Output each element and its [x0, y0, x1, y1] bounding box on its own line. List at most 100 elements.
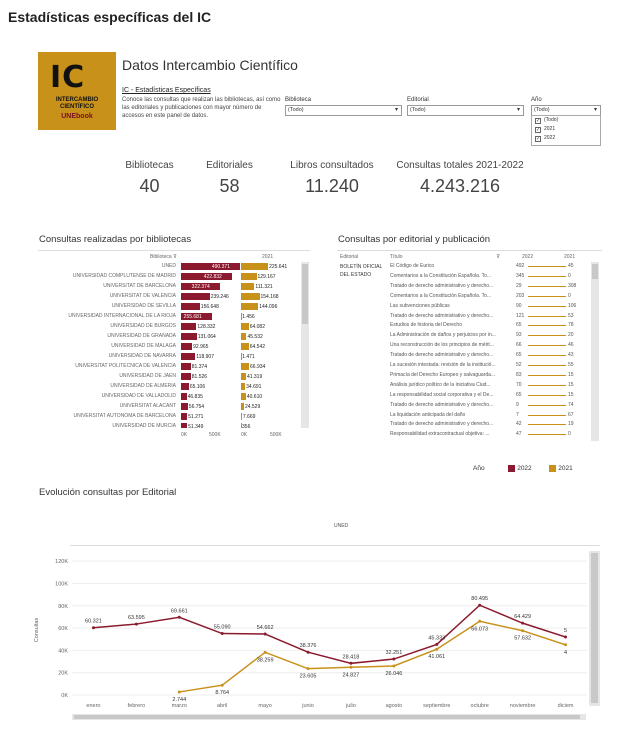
editorial-title-row[interactable]: Análisis jurídico político de la iniciat… — [390, 381, 491, 388]
scrollbar-thumb[interactable] — [592, 264, 598, 279]
bibliotecas-row-label[interactable]: UNIVERSIDAD DE JAÉN — [119, 373, 176, 379]
legend-item-2022[interactable]: 2022 — [508, 465, 532, 472]
bar-2022[interactable] — [181, 323, 197, 330]
anio-option[interactable]: ✓ 2022 — [535, 135, 556, 142]
editorial-title-row[interactable]: Tratado de derecho administrativo y dere… — [390, 421, 494, 428]
data-label: 2.744 — [172, 697, 186, 703]
bar-2022[interactable] — [181, 403, 188, 410]
dumbbell-line — [528, 325, 566, 327]
x-tick-label: abril — [217, 703, 227, 709]
x-tick-label: octubre — [471, 703, 489, 709]
editorial-title-row[interactable]: El Código de Eurico — [390, 263, 435, 269]
bar-2022[interactable] — [181, 303, 200, 310]
bar-2021[interactable] — [241, 383, 246, 390]
bar-2021[interactable] — [241, 293, 260, 300]
dumbbell-line — [528, 434, 566, 436]
editorial-title-row[interactable]: Primacía del Derecho Europeo y salvaguar… — [390, 371, 496, 378]
editorial-title-row[interactable]: Una reconstrucción de los principios de … — [390, 342, 494, 349]
legend-item-2021[interactable]: 2021 — [549, 465, 573, 472]
data-point — [392, 664, 396, 668]
bibliotecas-row-label[interactable]: UNIVERSIDAD DE GRANADA — [107, 333, 176, 339]
bibliotecas-row-label[interactable]: UNIVERSITAT POLITÈCNICA DE VALÈNCIA — [75, 363, 176, 369]
filter-biblioteca-select[interactable]: (Todo) ▾ — [285, 105, 402, 116]
editorial-title-row[interactable]: Responsabilidad extracontractual objetiv… — [390, 431, 490, 438]
bibliotecas-row-label[interactable]: UNIVERSIDAD DE MURCIA — [112, 423, 176, 428]
bar-2021[interactable] — [241, 423, 242, 428]
bar-2021[interactable] — [241, 393, 246, 400]
bibliotecas-row-label[interactable]: UNIVERSIDAD DE BURGOS — [110, 323, 176, 329]
bar-2022[interactable] — [181, 353, 196, 360]
scrollbar-thumb[interactable] — [302, 264, 308, 324]
bibliotecas-row-label[interactable]: UNIVERSITAT ALACANT — [119, 403, 176, 409]
bibliotecas-row-label[interactable]: UNIVERSIDAD COMPLUTENSE DE MADRID — [72, 273, 176, 279]
bibliotecas-row-label[interactable]: UNED — [161, 263, 176, 269]
data-point — [306, 650, 310, 654]
subtitle-link[interactable]: IC - Estadísticas Específicas — [122, 87, 211, 94]
bar-2021[interactable] — [241, 303, 259, 310]
anio-option[interactable]: ✓ (Todo) — [535, 117, 559, 124]
bibliotecas-row-label[interactable]: UNIVERSIDAD INTERNACIONAL DE LA RIOJA — [68, 313, 176, 319]
editorial-title-row[interactable]: Las subvenciones públicas — [390, 302, 450, 309]
editorial-title-row[interactable]: Comentarios a la Constitución Española. … — [390, 272, 492, 279]
bar-2022[interactable] — [181, 383, 189, 390]
bar-2021[interactable] — [241, 273, 257, 280]
editorial-title-row[interactable]: Tratado de derecho administrativo y dere… — [390, 352, 494, 359]
editorial-title-row[interactable]: La liquidación anticipada del daño — [390, 411, 466, 418]
bibliotecas-row-label[interactable]: UNIVERSIDAD DE VALLADOLID — [101, 393, 176, 399]
scrollbar-thumb[interactable] — [591, 553, 598, 703]
bar-2021[interactable] — [241, 343, 249, 350]
bar-2021[interactable] — [241, 323, 249, 330]
bar-2022[interactable] — [181, 413, 188, 420]
filter-editorial-select[interactable]: (Todo) ▾ — [407, 105, 524, 116]
editorial-scrollbar[interactable] — [591, 262, 599, 441]
bar-2021[interactable] — [241, 313, 242, 320]
editorial-title-row[interactable]: Tratado de derecho administrativo y dere… — [390, 401, 494, 408]
bar-2021[interactable] — [241, 413, 242, 420]
editorial-title-row[interactable]: Tratado de derecho administrativo y dere… — [390, 282, 494, 289]
bibliotecas-row-label[interactable]: UNIVERSITAT DE VALÈNCIA — [109, 293, 176, 299]
bibliotecas-row-label[interactable]: UNIVERSIDAD DE NAVARRA — [108, 353, 176, 359]
bibliotecas-row-label[interactable]: UNIVERSIDAD DE SEVILLA — [111, 303, 176, 309]
bar-2022[interactable] — [181, 293, 210, 300]
bar-2021[interactable] — [241, 263, 269, 270]
editorial-title-row[interactable]: Estudios de historia del Derecho — [390, 322, 462, 329]
bibliotecas-row-label[interactable]: UNIVERSITAT DE BARCELONA — [103, 283, 176, 289]
bar-2021[interactable] — [241, 353, 242, 360]
bibliotecas-row-label[interactable]: UNIVERSIDAD DE ALMERÍA — [110, 383, 176, 389]
bibliotecas-row-label[interactable]: UNIVERSITAT AUTÒNOMA DE BARCELONA — [73, 413, 176, 419]
bar-2021-label: 356 — [242, 424, 251, 428]
bar-2021[interactable] — [241, 333, 247, 340]
editorial-title-row[interactable]: Comentarios a la Constitución Española. … — [390, 292, 492, 299]
anio-options-list: ✓ (Todo) ✓ 2021 ✓ 2022 — [531, 115, 601, 146]
bar-2022[interactable] — [181, 423, 188, 428]
bar-2021[interactable] — [241, 403, 244, 410]
logo-line1: INTERCAMBIO — [55, 97, 99, 103]
bibliotecas-scrollbar[interactable] — [301, 262, 309, 428]
editorial-title-row[interactable]: Tratado de derecho administrativo y dere… — [390, 312, 494, 319]
titulo-col-header[interactable]: Título ⊽ — [390, 254, 500, 260]
bar-2022[interactable] — [181, 373, 191, 380]
editorial-title-row[interactable]: La Administración de daños y perjuicios … — [390, 332, 496, 339]
scrollbar-thumb[interactable] — [74, 715, 580, 719]
data-point — [521, 621, 525, 625]
bar-2022[interactable] — [181, 393, 187, 400]
bar-2022[interactable] — [181, 263, 240, 270]
bar-2021[interactable] — [241, 363, 250, 370]
bar-2022[interactable] — [181, 273, 232, 280]
bar-2022[interactable] — [181, 313, 212, 320]
data-point — [478, 619, 482, 623]
bar-2021-label: 1.471 — [242, 354, 255, 360]
anio-option[interactable]: ✓ 2021 — [535, 126, 556, 133]
editorial-title-row[interactable]: La responsabilidad social corporativa y … — [390, 391, 494, 398]
biblioteca-col-header[interactable]: Biblioteca ⊽ — [150, 254, 177, 260]
bibliotecas-row-label[interactable]: UNIVERSIDAD DE MÁLAGA — [111, 343, 176, 349]
editorial-title-row[interactable]: La sucesión intestada: revisión de la in… — [390, 362, 496, 368]
bar-2022[interactable] — [181, 363, 191, 370]
evolution-vscrollbar[interactable] — [589, 551, 600, 706]
bar-2022[interactable] — [181, 283, 220, 290]
bar-2021[interactable] — [241, 283, 255, 290]
bar-2022[interactable] — [181, 343, 193, 350]
bar-2021[interactable] — [241, 373, 246, 380]
bar-2022[interactable] — [181, 333, 197, 340]
evolution-hscrollbar[interactable] — [72, 714, 586, 720]
